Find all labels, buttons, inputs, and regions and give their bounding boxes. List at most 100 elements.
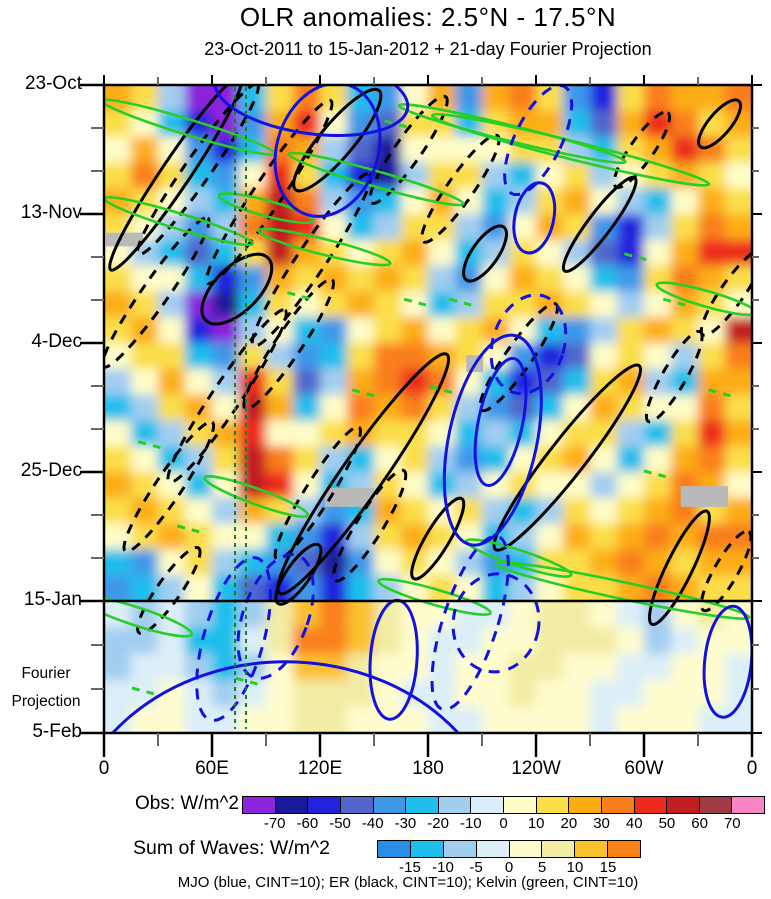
field-cell xyxy=(617,239,644,266)
er-contour xyxy=(292,87,383,193)
field-cell xyxy=(563,627,590,654)
field-cell xyxy=(617,265,644,292)
field-cell xyxy=(725,162,752,189)
field-cell xyxy=(320,343,347,369)
field-cell xyxy=(536,265,563,292)
colorbar-tick-label: -20 xyxy=(427,815,449,832)
field-cell xyxy=(644,680,671,707)
field-cell xyxy=(158,601,185,628)
colorbar-tick-label: 15 xyxy=(599,859,617,876)
field-cell xyxy=(104,523,131,550)
er-contour xyxy=(242,277,335,411)
field-cell xyxy=(347,446,374,472)
colorbar-segment xyxy=(732,797,764,813)
er-contour xyxy=(166,308,288,484)
field-cell xyxy=(266,680,293,707)
field-cell xyxy=(347,317,374,343)
field-cell xyxy=(428,265,455,292)
er-contour xyxy=(250,172,373,348)
field-cell xyxy=(104,446,131,472)
chart-title: OLR anomalies: 2.5°N - 17.5°N xyxy=(239,2,617,32)
field-cell xyxy=(401,523,428,550)
colorbar-segment xyxy=(443,841,477,857)
field-cell xyxy=(239,446,266,472)
field-cell xyxy=(158,549,185,576)
field-cell xyxy=(158,265,185,292)
field-cell xyxy=(428,214,455,240)
field-cell xyxy=(617,317,644,343)
field-cell xyxy=(293,394,320,421)
field-cell xyxy=(590,601,617,628)
x-tick-label: 60E xyxy=(195,758,229,779)
waves-colorbar-ticks: -15 -10 -5 0 5 10 15 xyxy=(377,859,641,877)
field-cell xyxy=(482,706,509,733)
field-cell xyxy=(725,188,752,214)
field-cell xyxy=(293,368,320,395)
kelvin-dash-contour xyxy=(403,297,427,307)
field-cell xyxy=(131,549,158,576)
field-cell xyxy=(563,317,590,343)
field-cell xyxy=(428,472,455,498)
field-cell xyxy=(104,368,131,395)
field-cell xyxy=(239,575,266,601)
field-cell xyxy=(698,446,725,472)
colorbar-segment xyxy=(340,797,374,813)
field-cell xyxy=(374,343,401,369)
field-cell xyxy=(671,188,698,214)
field-cell xyxy=(293,680,320,707)
kelvin-dash-contour xyxy=(449,297,472,307)
field-cell xyxy=(293,575,320,601)
colorbar-tick-label: -10 xyxy=(459,815,482,832)
er-contour xyxy=(136,545,202,635)
er-contour xyxy=(697,98,743,150)
field-cell xyxy=(347,343,374,369)
field-cell xyxy=(320,680,347,707)
field-cell xyxy=(293,317,320,343)
waves-colorbar xyxy=(377,840,641,858)
field-cell xyxy=(293,446,320,472)
field-cell xyxy=(617,85,644,111)
field-cell xyxy=(590,549,617,576)
field-cell xyxy=(590,627,617,654)
field-cell xyxy=(104,343,131,369)
missing-data-patch xyxy=(680,486,729,507)
field-cell xyxy=(266,420,293,447)
field-cell xyxy=(725,239,752,266)
field-cell xyxy=(428,85,455,111)
colorbar-segment xyxy=(667,797,700,813)
field-cell xyxy=(617,523,644,550)
x-tick-label: 60W xyxy=(624,758,664,779)
field-cell xyxy=(671,239,698,266)
field-cell xyxy=(401,368,428,395)
colorbar-tick-label: 70 xyxy=(723,815,741,832)
kelvin-dash-contour xyxy=(708,388,731,398)
y-tick-label: 5-Feb xyxy=(32,721,82,742)
field-cell xyxy=(185,110,212,137)
field-cell xyxy=(428,446,455,472)
field-cell xyxy=(455,549,482,576)
field-cell xyxy=(104,653,131,681)
field-cell xyxy=(131,394,158,421)
field-cell xyxy=(644,653,671,681)
er-contour xyxy=(648,509,711,627)
field-cell xyxy=(644,706,671,733)
field-cell xyxy=(563,110,590,137)
colorbar-segment xyxy=(471,797,504,813)
field-cell xyxy=(698,214,725,240)
field-cell xyxy=(698,343,725,369)
field-cell xyxy=(158,343,185,369)
field-cell xyxy=(617,627,644,654)
colorbar-tick-label: -5 xyxy=(469,859,483,876)
field-cell xyxy=(239,162,266,189)
kelvin-contour xyxy=(377,577,492,616)
field-cell xyxy=(617,291,644,318)
field-cell xyxy=(131,343,158,369)
colorbar-segment xyxy=(476,841,510,857)
field-cell xyxy=(320,85,347,111)
mjo-contour xyxy=(512,181,557,255)
field-cell xyxy=(644,214,671,240)
fourier-projection-label: Fourier Projection xyxy=(2,660,90,716)
field-cell xyxy=(644,472,671,498)
field-cell xyxy=(536,317,563,343)
field-cell xyxy=(563,420,590,447)
